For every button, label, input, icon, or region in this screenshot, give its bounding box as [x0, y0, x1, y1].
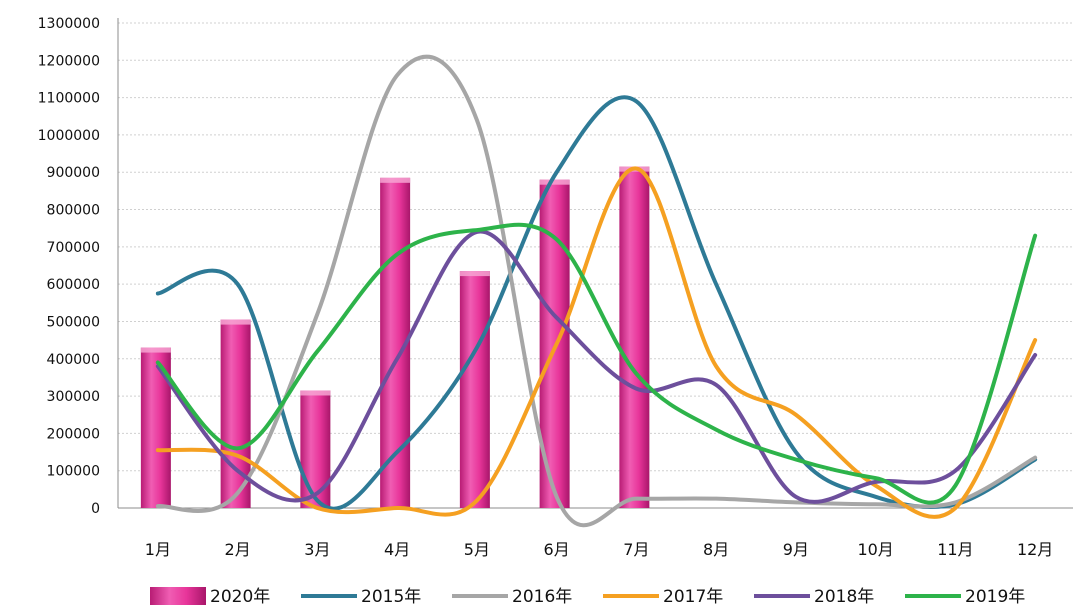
- y-tick-label: 1000000: [38, 128, 100, 144]
- bar-top: [380, 177, 411, 183]
- x-tick-label: 6月: [544, 540, 570, 559]
- legend-label: 2019年: [965, 587, 1025, 607]
- y-tick-label: 100000: [47, 464, 100, 480]
- x-tick-label: 10月: [857, 540, 893, 559]
- series-line: [155, 229, 1038, 504]
- legend: 2020年 2015年 2016年 2017年 2018年 2019年: [150, 587, 1025, 607]
- y-tick-label: 900000: [47, 165, 100, 181]
- legend-swatch: [150, 587, 206, 605]
- bar-top: [140, 347, 171, 353]
- grid-layer: [118, 22, 1073, 472]
- x-tick-label: 9月: [783, 540, 809, 559]
- bar: [300, 390, 331, 508]
- y-tick-label: 400000: [47, 352, 100, 368]
- axis-layer: 0 100000 200000 300000 400000 500000 600000 700…: [38, 16, 1073, 559]
- y-tick-label: 0: [91, 501, 100, 517]
- x-tick-label: 12月: [1017, 540, 1053, 559]
- x-tick-label: 1月: [145, 540, 171, 559]
- series-line: [155, 222, 1038, 505]
- series-line: [155, 54, 1038, 528]
- bar: [459, 271, 490, 508]
- bar-top: [539, 179, 570, 185]
- bar-top: [300, 390, 331, 396]
- legend-label: 2020年: [210, 587, 270, 607]
- x-tick-label: 7月: [623, 540, 649, 559]
- x-tick-label: 11月: [937, 540, 973, 559]
- y-tick-label: 300000: [47, 389, 100, 405]
- y-tick-label: 700000: [47, 240, 100, 256]
- series-line: [155, 166, 1038, 519]
- series-line: [155, 95, 1038, 511]
- y-tick-label: 500000: [47, 314, 100, 330]
- y-tick-label: 600000: [47, 277, 100, 293]
- line-layer: [155, 54, 1038, 528]
- y-tick-label: 1300000: [38, 16, 100, 32]
- legend-label: 2018年: [814, 587, 874, 607]
- bar: [619, 166, 650, 508]
- x-tick-label: 4月: [384, 540, 410, 559]
- bar-top: [220, 319, 251, 325]
- bar-top: [459, 271, 490, 277]
- y-tick-label: 800000: [47, 203, 100, 219]
- y-tick-label: 1100000: [38, 91, 100, 107]
- y-tick-label: 1200000: [38, 53, 100, 69]
- y-tick-label: 200000: [47, 426, 100, 442]
- x-tick-label: 5月: [464, 540, 490, 559]
- legend-label: 2017年: [663, 587, 723, 607]
- legend-label: 2016年: [512, 587, 572, 607]
- x-tick-label: 3月: [304, 540, 330, 559]
- x-tick-label: 8月: [703, 540, 729, 559]
- legend-label: 2015年: [361, 587, 421, 607]
- x-tick-label: 2月: [225, 540, 251, 559]
